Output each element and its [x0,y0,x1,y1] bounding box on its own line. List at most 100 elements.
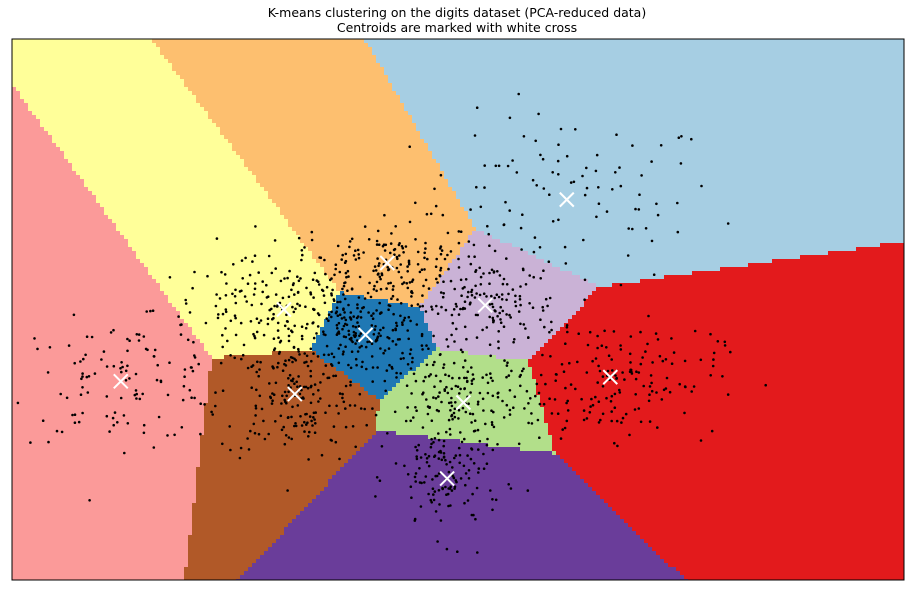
region-cell [288,111,293,116]
region-cell [676,91,681,96]
region-cell [712,71,717,76]
region-cell [704,67,709,72]
region-cell [764,51,769,56]
region-cell [492,55,497,60]
region-cell [712,59,717,64]
region-cell [60,51,65,56]
region-cell [668,39,673,44]
region-cell [832,43,837,48]
region-cell [196,59,201,64]
region-cell [36,99,41,104]
region-cell [16,71,21,76]
region-cell [68,59,73,64]
region-cell [460,111,465,116]
region-cell [284,83,289,88]
region-cell [32,107,37,112]
region-cell [416,111,421,116]
region-cell [824,55,829,60]
region-cell [732,111,737,116]
region-cell [872,43,877,48]
region-cell [396,103,401,108]
region-cell [148,59,153,64]
region-cell [256,67,261,72]
region-cell [108,91,113,96]
region-cell [672,75,677,80]
region-cell [808,83,813,88]
region-cell [528,83,533,88]
region-cell [332,51,337,56]
region-cell [400,67,405,72]
region-cell [576,95,581,100]
region-cell [160,95,165,100]
region-cell [768,107,773,112]
region-cell [468,47,473,52]
region-cell [888,39,893,44]
region-cell [152,75,157,80]
region-cell [484,107,489,112]
region-cell [744,95,749,100]
region-cell [156,63,161,68]
region-cell [632,111,637,116]
region-cell [856,91,861,96]
region-cell [528,71,533,76]
region-cell [296,83,301,88]
region-cell [628,67,633,72]
region-cell [164,79,169,84]
region-cell [268,67,273,72]
region-cell [364,47,369,52]
region-cell [376,39,381,44]
region-cell [304,47,309,52]
region-cell [276,95,281,100]
region-cell [188,51,193,56]
region-cell [664,67,669,72]
region-cell [644,47,649,52]
region-cell [624,83,629,88]
region-cell [360,79,365,84]
region-cell [212,87,217,92]
region-cell [564,51,569,56]
region-cell [844,47,849,52]
region-cell [132,79,137,84]
region-cell [424,111,429,116]
region-cell [864,59,869,64]
region-cell [712,47,717,52]
region-cell [856,51,861,56]
region-cell [424,87,429,92]
region-cell [304,79,309,84]
region-cell [476,43,481,48]
region-cell [148,99,153,104]
region-cell [872,79,877,84]
region-cell [528,107,533,112]
region-cell [164,111,169,116]
region-cell [440,111,445,116]
region-cell [892,55,897,60]
region-cell [400,51,405,56]
region-cell [128,71,133,76]
region-cell [480,111,485,116]
region-cell [468,79,473,84]
region-cell [524,47,529,52]
region-cell [652,87,657,92]
region-cell [44,103,49,108]
region-cell [788,103,793,108]
region-cell [728,51,733,56]
region-cell [408,83,413,88]
region-cell [852,47,857,52]
region-cell [296,87,301,92]
region-cell [764,59,769,64]
region-cell [892,39,897,44]
region-cell [20,39,25,44]
region-cell [212,63,217,68]
region-cell [100,91,105,96]
region-cell [724,43,729,48]
region-cell [472,111,477,116]
region-cell [808,67,813,72]
region-cell [260,51,265,56]
region-cell [600,83,605,88]
region-cell [292,79,297,84]
region-cell [384,87,389,92]
region-cell [872,67,877,72]
region-cell [668,55,673,60]
region-cell [308,103,313,108]
region-cell [248,91,253,96]
